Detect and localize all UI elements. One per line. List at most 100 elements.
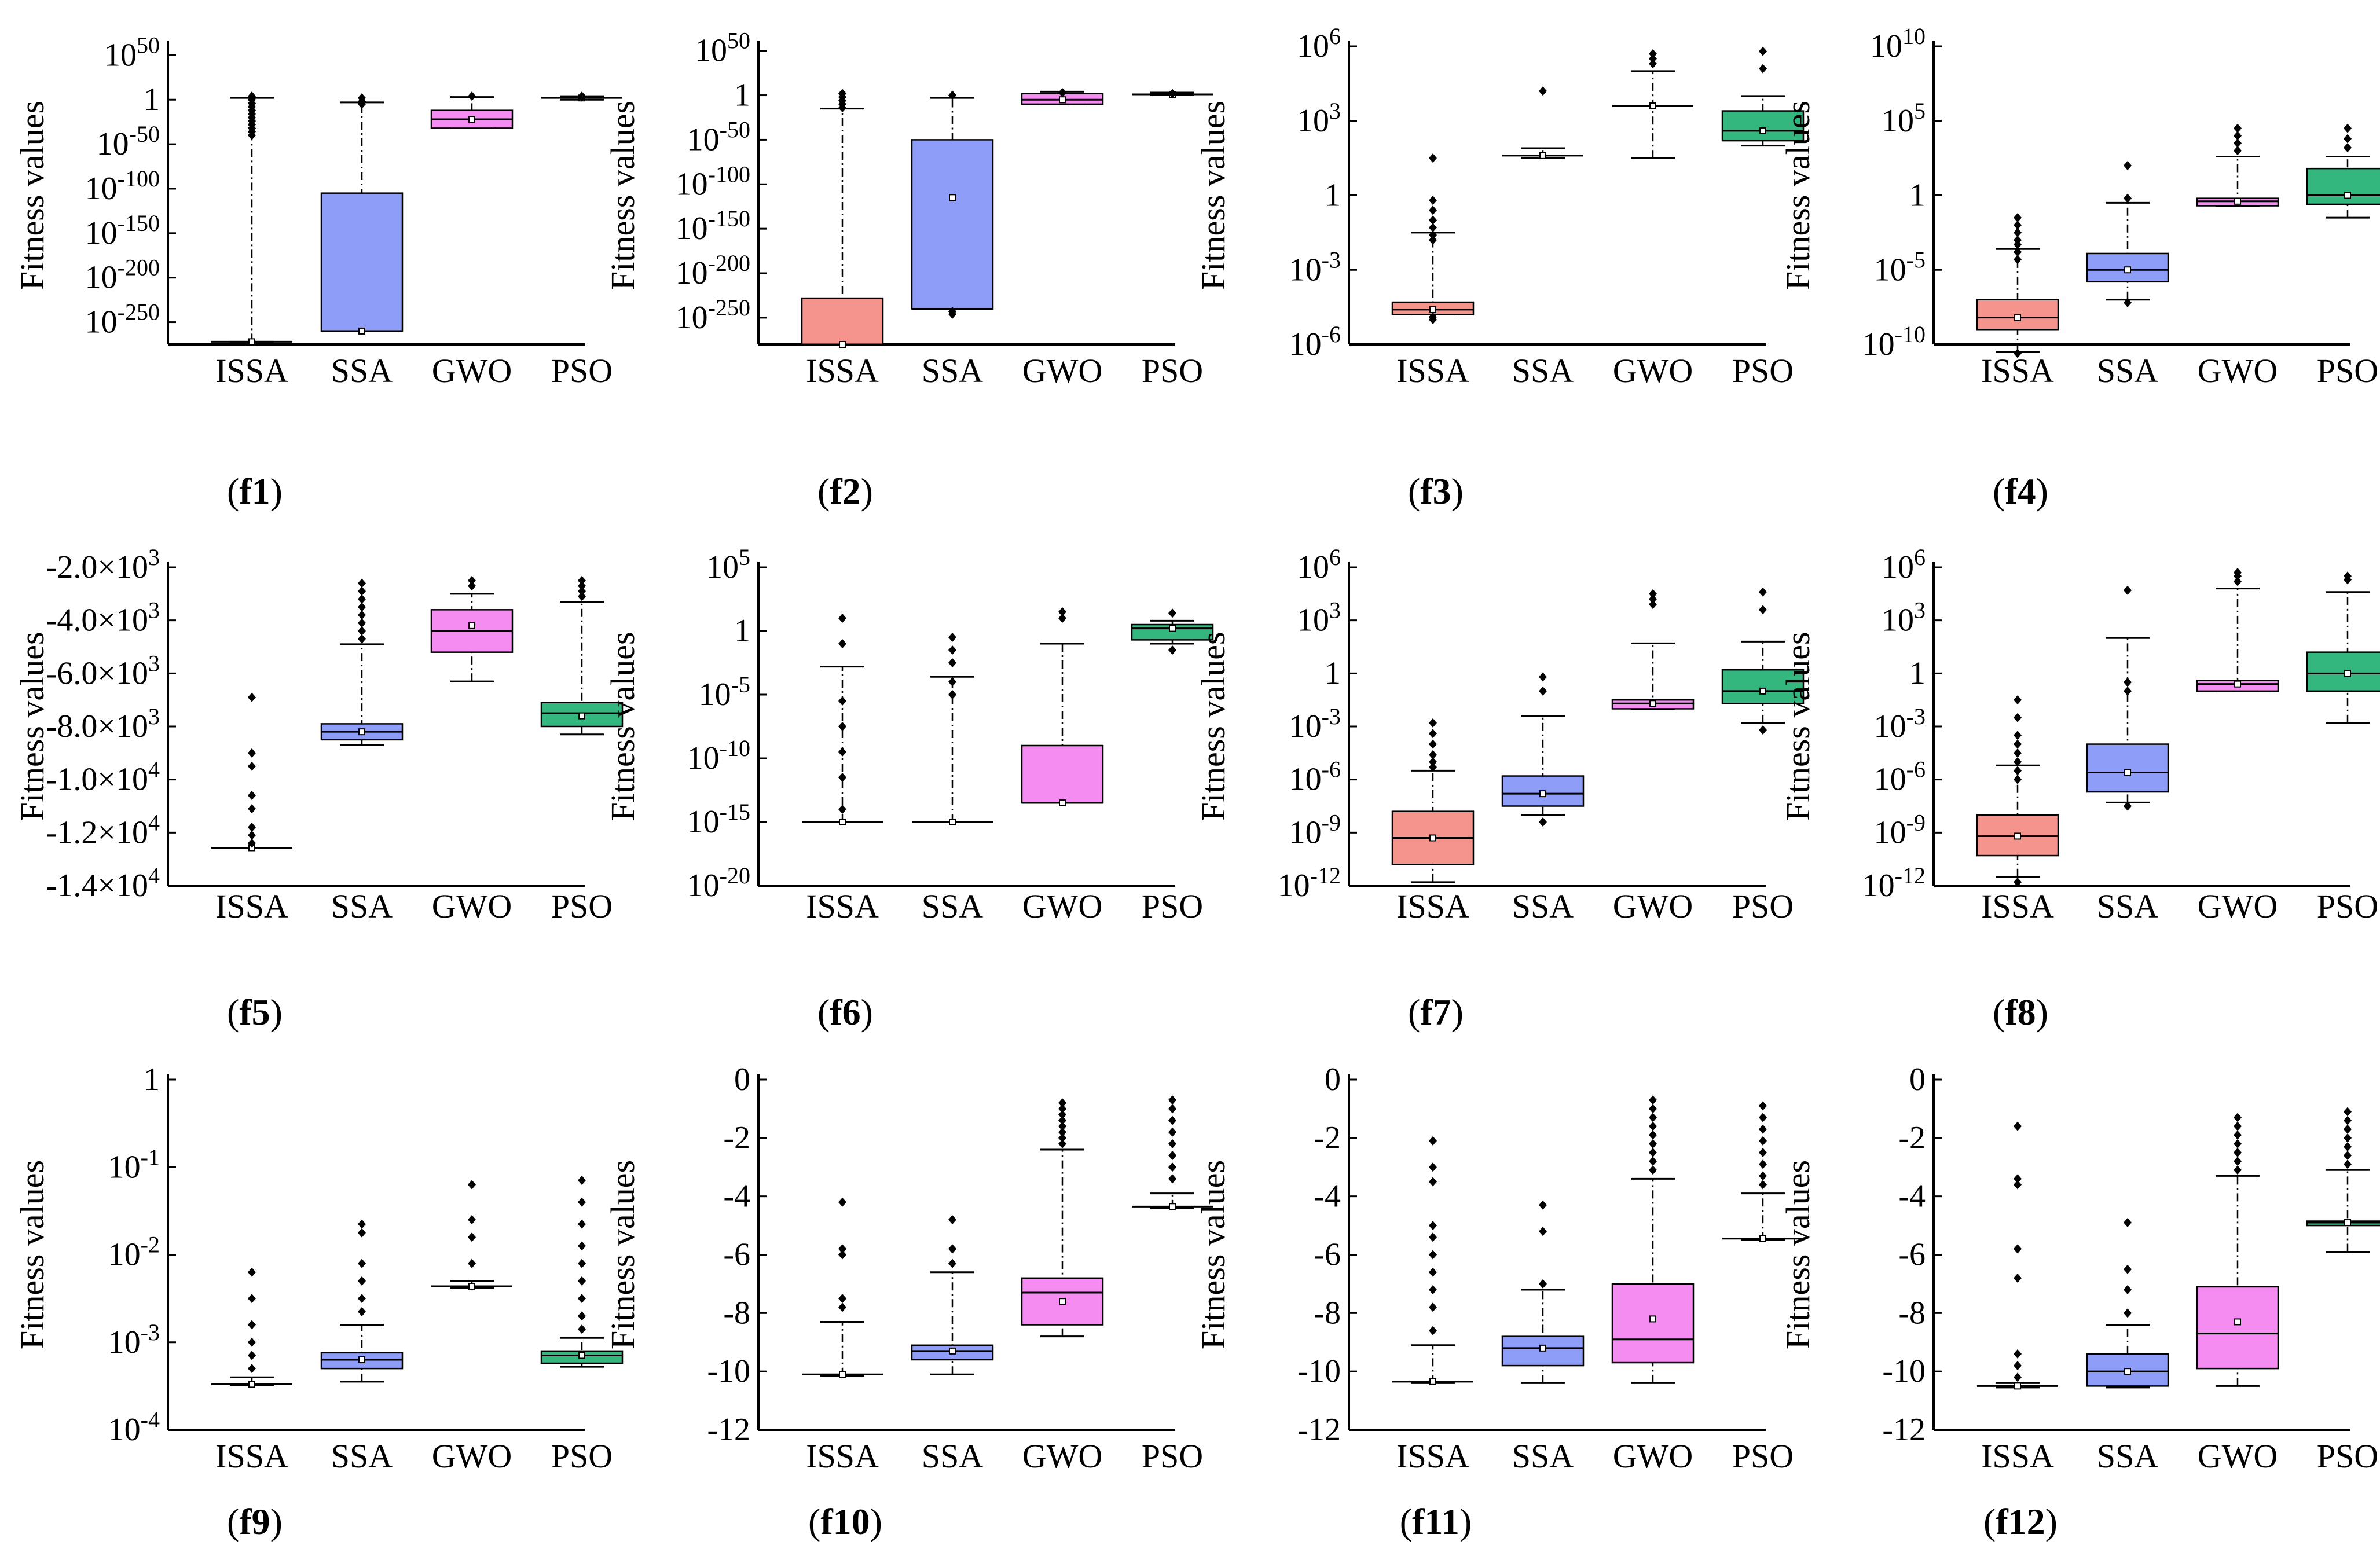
outlier-point (358, 594, 366, 604)
mean-marker (2014, 314, 2021, 321)
outlier-point (1429, 762, 1437, 772)
y-tick-label: -1.2×104 (46, 809, 160, 850)
outlier-point (1429, 757, 1437, 767)
box-ssa: SSA (1501, 672, 1585, 925)
y-axis-label: Fitness values (1779, 1160, 1817, 1349)
outlier-point (248, 1364, 256, 1374)
outlier-point (578, 1219, 586, 1229)
outlier-point (248, 823, 256, 832)
y-tick-label: 10-9 (1874, 809, 1926, 850)
outlier-point (578, 1175, 586, 1185)
outlier-point (1429, 205, 1437, 215)
y-tick-label: 1050 (104, 32, 160, 73)
mean-marker (2234, 197, 2241, 205)
outlier-point (358, 578, 366, 588)
iqr-box (801, 297, 884, 346)
y-tick-label: 10-5 (1874, 247, 1926, 288)
outlier-point (358, 1219, 366, 1229)
outlier-point (1429, 153, 1437, 163)
outlier-point (2234, 577, 2242, 586)
outlier-point (1649, 49, 1657, 58)
x-category-label: PSO (2317, 887, 2378, 925)
outlier-point (1539, 686, 1547, 696)
outlier-point (2234, 123, 2242, 133)
outlier-point (948, 1244, 956, 1254)
outlier-point (358, 618, 366, 628)
box-issa: ISSA (211, 91, 292, 390)
y-tick-label: 1 (144, 82, 160, 118)
outlier-point (468, 91, 476, 101)
box-issa: ISSA (802, 1197, 883, 1475)
mean-marker (1429, 306, 1436, 313)
outlier-point (1429, 1302, 1437, 1312)
y-tick-label: -1.4×104 (46, 863, 160, 904)
mean-marker (839, 341, 846, 348)
x-category-label: SSA (922, 352, 984, 390)
outlier-point (1649, 1148, 1657, 1158)
box-ssa: SSA (320, 1219, 404, 1475)
outlier-point (2234, 1139, 2242, 1148)
mean-marker (949, 1347, 956, 1355)
outlier-point (1759, 1148, 1767, 1158)
y-axis-label: Fitness values (13, 632, 51, 821)
outlier-point (948, 677, 956, 687)
x-category-label: GWO (1613, 887, 1693, 925)
box-ssa: SSA (2086, 161, 2169, 390)
outlier-point (838, 747, 846, 757)
outlier-point (358, 1294, 366, 1304)
outlier-point (2124, 1218, 2132, 1228)
iqr-box (2196, 1286, 2279, 1370)
outlier-point (2234, 1130, 2242, 1140)
mean-marker (1759, 687, 1766, 695)
chart-panel-f7: 106 103 1 10-3 10-6 10-9 10-12 Fitness values IS… (1194, 544, 1805, 1033)
y-tick-label: -2 (1314, 1120, 1341, 1156)
x-category-label: ISSA (1981, 352, 2054, 390)
y-tick-label: -2 (723, 1120, 750, 1156)
outlier-point (2344, 1107, 2352, 1117)
mean-marker (578, 712, 585, 720)
outlier-point (1429, 750, 1437, 759)
outlier-point (2014, 255, 2022, 265)
mean-marker (1539, 790, 1546, 798)
x-category-label: PSO (1732, 887, 1794, 925)
y-tick-label: -12 (1297, 1412, 1341, 1448)
x-category-label: ISSA (806, 352, 879, 390)
outlier-point (2234, 571, 2242, 581)
outlier-point (358, 1258, 366, 1268)
mean-marker (578, 1352, 585, 1359)
outlier-point (1168, 1174, 1176, 1184)
outlier-point (1539, 86, 1547, 96)
outlier-point (248, 130, 256, 140)
box-pso: PSO (2306, 123, 2380, 390)
outlier-point (578, 1197, 586, 1207)
y-tick-label: -10 (707, 1353, 750, 1389)
outlier-point (1649, 1157, 1657, 1166)
y-tick-label: -10 (1882, 1353, 1926, 1389)
y-tick-label: -12 (707, 1412, 750, 1448)
mean-marker (1539, 152, 1546, 159)
mean-marker (2124, 769, 2131, 776)
outlier-point (838, 1302, 846, 1312)
outlier-point (838, 614, 846, 623)
y-tick-label: -4.0×103 (46, 597, 160, 638)
outlier-point (2014, 877, 2022, 887)
y-tick-label: -4 (1314, 1179, 1341, 1214)
x-category-label: PSO (551, 1437, 613, 1475)
panel-label: (f3) (1408, 471, 1464, 512)
outlier-point (2234, 1121, 2242, 1131)
x-category-label: GWO (1022, 352, 1103, 390)
outlier-point (1759, 1124, 1767, 1134)
outlier-point (948, 1215, 956, 1224)
outlier-point (1168, 1139, 1176, 1148)
mean-marker (468, 1282, 475, 1290)
y-tick-label: 106 (1882, 544, 1926, 585)
outlier-point (2124, 585, 2132, 595)
chart-panel-f6: 105 1 10-5 10-10 10-15 10-20 Fitness values ISS… (604, 544, 1214, 1033)
outlier-point (2014, 695, 2022, 705)
mean-marker (468, 622, 475, 629)
box-gwo: GWO (2196, 1113, 2279, 1475)
y-tick-label: -4 (723, 1179, 750, 1214)
mean-marker (839, 1371, 846, 1378)
y-tick-label: 10-20 (687, 863, 750, 904)
box-pso: PSO (1131, 608, 1214, 925)
